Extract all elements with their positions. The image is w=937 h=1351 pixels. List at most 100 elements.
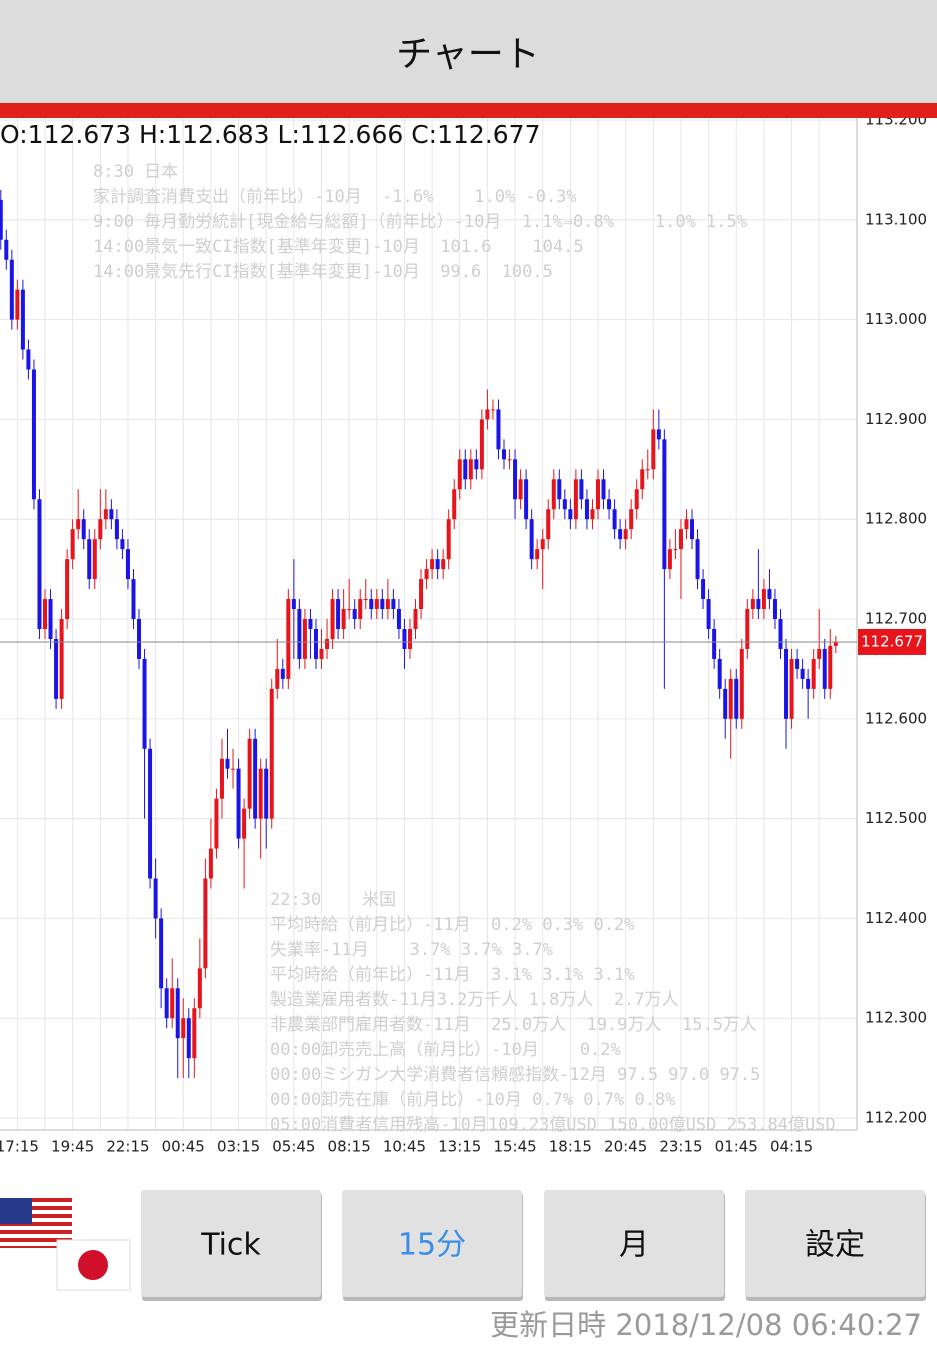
button-label: 設定	[805, 1228, 865, 1263]
candle-body	[0, 199, 3, 240]
candle-body	[31, 369, 36, 500]
candle-body	[430, 559, 435, 570]
candle-body	[98, 519, 103, 540]
candle-body	[242, 808, 247, 839]
candle-body	[767, 589, 772, 600]
candle-body	[164, 988, 169, 1019]
ohlc-readout: O:112.673 H:112.683 L:112.666 C:112.677	[0, 120, 540, 149]
x-tick-label: 08:15	[328, 1138, 371, 1156]
candle-body	[546, 509, 551, 540]
jp-flag	[56, 1239, 131, 1291]
candle-body	[463, 459, 468, 480]
event-note: 00:00卸売在庫（前月比）-10月 0.7% 0.7% 0.8%	[270, 1090, 675, 1110]
candle-body	[4, 239, 9, 260]
candle-body	[391, 599, 396, 610]
x-tick-label: 22:15	[106, 1138, 149, 1156]
candle-body	[385, 599, 390, 610]
y-tick-label: 112.500	[865, 809, 927, 827]
current-price-label: 112.677	[861, 632, 923, 650]
candle-body	[584, 499, 589, 520]
candle-body	[623, 529, 628, 540]
candle-body	[612, 509, 617, 530]
candle-body	[662, 439, 667, 570]
candle-body	[524, 479, 529, 520]
candle-body	[341, 609, 346, 629]
candle-body	[137, 619, 142, 659]
event-note: 家計調査消費支出（前年比）-10月 -1.6% 1.0% -0.3%	[93, 187, 577, 207]
candle-body	[203, 878, 208, 969]
candle-body	[54, 638, 59, 699]
candle-body	[369, 599, 374, 610]
candle-body	[717, 658, 722, 689]
interval-button[interactable]	[745, 1190, 925, 1297]
candle-body	[795, 658, 800, 669]
candle-body	[761, 589, 766, 610]
interval-button[interactable]	[544, 1190, 724, 1297]
candle-body	[407, 628, 412, 649]
candle-body	[236, 768, 241, 839]
candle-body	[690, 519, 695, 540]
candle-body	[186, 1018, 191, 1059]
candle-body	[723, 688, 728, 719]
candle-body	[734, 678, 739, 719]
candle-body	[579, 479, 584, 500]
candle-body	[330, 599, 335, 639]
candle-body	[479, 419, 484, 470]
candle-body	[424, 569, 429, 580]
candle-body	[784, 648, 789, 719]
candle-body	[645, 469, 650, 471]
candle-body	[380, 599, 385, 610]
event-note: 22:30 米国	[270, 890, 396, 910]
candle-body	[396, 609, 401, 629]
candle-body	[701, 579, 706, 600]
candle-body	[684, 519, 689, 530]
candle-body	[247, 738, 252, 809]
event-note: 8:30 日本	[93, 162, 178, 182]
interval-button[interactable]	[342, 1190, 522, 1297]
candle-body	[59, 619, 64, 699]
candle-body	[817, 648, 822, 659]
candle-body	[695, 539, 700, 580]
candle-body	[535, 549, 540, 560]
candle-body	[772, 599, 777, 620]
y-tick-label: 113.000	[865, 310, 927, 328]
x-tick-label: 04:15	[770, 1138, 813, 1156]
event-note: 9:00 毎月勤労統計[現金給与総額]（前年比）-10月 1.1%⇒0.8% 1…	[93, 212, 747, 232]
y-tick-label: 112.700	[865, 610, 927, 628]
candle-body	[81, 519, 86, 540]
candle-body	[109, 509, 114, 520]
candle-body	[811, 658, 816, 689]
candle-body	[607, 499, 612, 510]
chart: 113.200113.100113.000112.900112.800112.7…	[0, 110, 927, 1156]
candle-body	[778, 619, 783, 649]
candle-body	[286, 599, 291, 679]
event-note: 非農業部門雇用者数-11月 25.0万人 19.9万人 15.5万人	[270, 1015, 757, 1035]
candle-body	[618, 529, 623, 540]
y-tick-label: 112.900	[865, 410, 927, 428]
candle-body	[745, 609, 750, 649]
candle-body	[413, 609, 418, 629]
candle-body	[496, 409, 501, 450]
candle-body	[446, 519, 451, 560]
button-label: 月	[619, 1228, 649, 1263]
candle-body	[192, 1008, 197, 1059]
candle-body	[181, 1018, 186, 1039]
candle-body	[253, 738, 258, 819]
candle-body	[231, 768, 236, 770]
interval-button[interactable]	[141, 1190, 321, 1297]
candle-body	[501, 449, 506, 460]
candle-body	[308, 619, 313, 629]
candle-body	[103, 509, 108, 520]
candle-body	[656, 429, 661, 440]
event-note: 14:00景気先行CI指数[基準年変更]-10月 99.6 100.5	[93, 262, 553, 282]
candle-body	[76, 519, 81, 530]
candle-body	[92, 539, 97, 580]
candle-body	[319, 648, 324, 659]
candle-body	[573, 479, 578, 520]
x-tick-label: 01:45	[715, 1138, 758, 1156]
candle-body	[806, 678, 811, 689]
candle-body	[347, 609, 352, 611]
x-tick-label: 00:45	[162, 1138, 205, 1156]
app-title: チャート	[396, 34, 540, 75]
event-note: 14:00景気一致CI指数[基準年変更]-10月 101.6 104.5	[93, 237, 584, 257]
